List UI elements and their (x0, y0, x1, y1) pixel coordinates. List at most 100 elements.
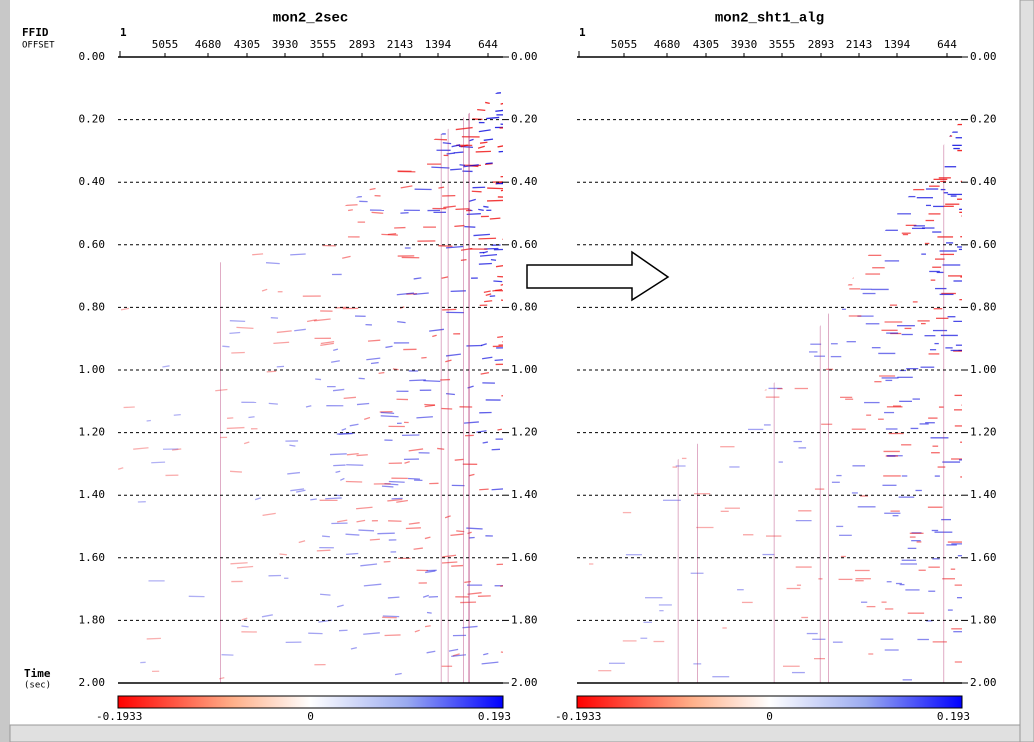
time-tick-label: 2.00 (970, 676, 997, 689)
time-tick-label: 1.60 (970, 551, 997, 564)
wavelet (342, 255, 351, 259)
wavelet (455, 208, 470, 210)
wavelet (416, 103, 432, 106)
wavelet (146, 419, 151, 422)
offset-tick-label: 644 (937, 38, 957, 51)
wavelet (321, 98, 335, 102)
wavelet (426, 611, 432, 614)
colorbar (576, 695, 963, 709)
wavelet (261, 288, 268, 292)
wavelet (500, 67, 513, 69)
v-scrollbar[interactable] (1019, 0, 1034, 742)
wavelet (497, 428, 503, 431)
offset-tick-label: 3555 (310, 38, 337, 51)
time-tick-label: 1.00 (511, 363, 538, 376)
wavelet (256, 148, 275, 152)
wavelet (305, 405, 312, 408)
wavelet (477, 145, 485, 149)
wavelet (409, 379, 426, 382)
wavelet (302, 187, 314, 191)
wavelet (229, 331, 241, 334)
colorbar-max: 0.193 (937, 710, 970, 723)
time-tick-label: 0.00 (79, 50, 106, 63)
wavelet (487, 187, 503, 190)
wavelet (442, 308, 457, 311)
wavelet (429, 328, 445, 332)
time-tick-label: 0.40 (511, 175, 538, 188)
wavelet (320, 342, 334, 347)
wavelet (480, 371, 490, 375)
wavelet (332, 388, 345, 392)
wavelet (493, 280, 503, 283)
wavelet (236, 565, 254, 569)
wavelet (277, 219, 287, 222)
wavelet (452, 653, 460, 657)
wavelet (229, 470, 242, 473)
wavelet (473, 95, 485, 99)
time-tick-label: 1.80 (511, 613, 538, 626)
wavelet (500, 583, 503, 587)
wavelet (491, 488, 503, 491)
wavelet (381, 485, 394, 488)
wavelet (425, 570, 436, 574)
ffid-label: FFID (22, 26, 49, 39)
wavelet (489, 80, 501, 81)
colorbar-min: -0.1933 (96, 710, 142, 723)
wavelet (484, 81, 500, 82)
time-unit: (sec) (24, 681, 51, 691)
wavelet (438, 97, 456, 101)
wavelet (483, 205, 489, 208)
wavelet (413, 292, 429, 295)
wavelet (360, 168, 375, 171)
wavelet (445, 245, 464, 249)
wavelet (306, 318, 317, 323)
wavelet (424, 536, 431, 540)
wavelet (426, 650, 436, 654)
wavelet (500, 101, 503, 105)
wavelet (459, 164, 466, 167)
wavelet (146, 637, 161, 640)
time-tick-label: 0.00 (511, 50, 538, 63)
wavelet (385, 345, 393, 349)
wavelet (266, 370, 277, 373)
time-tick-label: 1.80 (970, 613, 997, 626)
time-tick-label: 1.20 (970, 426, 997, 439)
time-tick-label: 1.20 (511, 426, 538, 439)
wavelet (446, 392, 455, 396)
wavelet (219, 676, 225, 680)
wavelet (164, 96, 174, 100)
wavelet (290, 488, 305, 492)
wavelet (423, 379, 441, 382)
colorbar-mid: 0 (307, 710, 314, 723)
wavelet (261, 614, 273, 618)
wavelet (350, 647, 357, 650)
wavelet (377, 532, 395, 535)
wavelet (500, 188, 503, 192)
wavelet (313, 318, 331, 322)
wavelet (341, 427, 347, 431)
wavelet (454, 458, 464, 461)
h-scrollbar[interactable] (9, 724, 1021, 742)
wavelet (324, 200, 341, 204)
wavelet (478, 262, 492, 265)
wavelet (346, 552, 359, 556)
wavelet (369, 538, 380, 541)
wavelet (356, 506, 373, 510)
wavelet (366, 357, 381, 361)
wavelet (225, 189, 240, 193)
wavelet (287, 471, 301, 475)
wavelet (341, 204, 358, 207)
wavelet (132, 230, 143, 234)
time-label: Time (24, 667, 51, 680)
wavelet (263, 92, 272, 95)
time-tick-label: 1.00 (970, 363, 997, 376)
wavelet (424, 403, 435, 406)
wavelet (384, 483, 399, 486)
wavelet (432, 334, 437, 338)
wavelet (485, 101, 490, 105)
wavelet (405, 527, 421, 530)
wavelet (380, 415, 399, 418)
wavelet (310, 77, 318, 79)
wavelet (363, 632, 380, 635)
